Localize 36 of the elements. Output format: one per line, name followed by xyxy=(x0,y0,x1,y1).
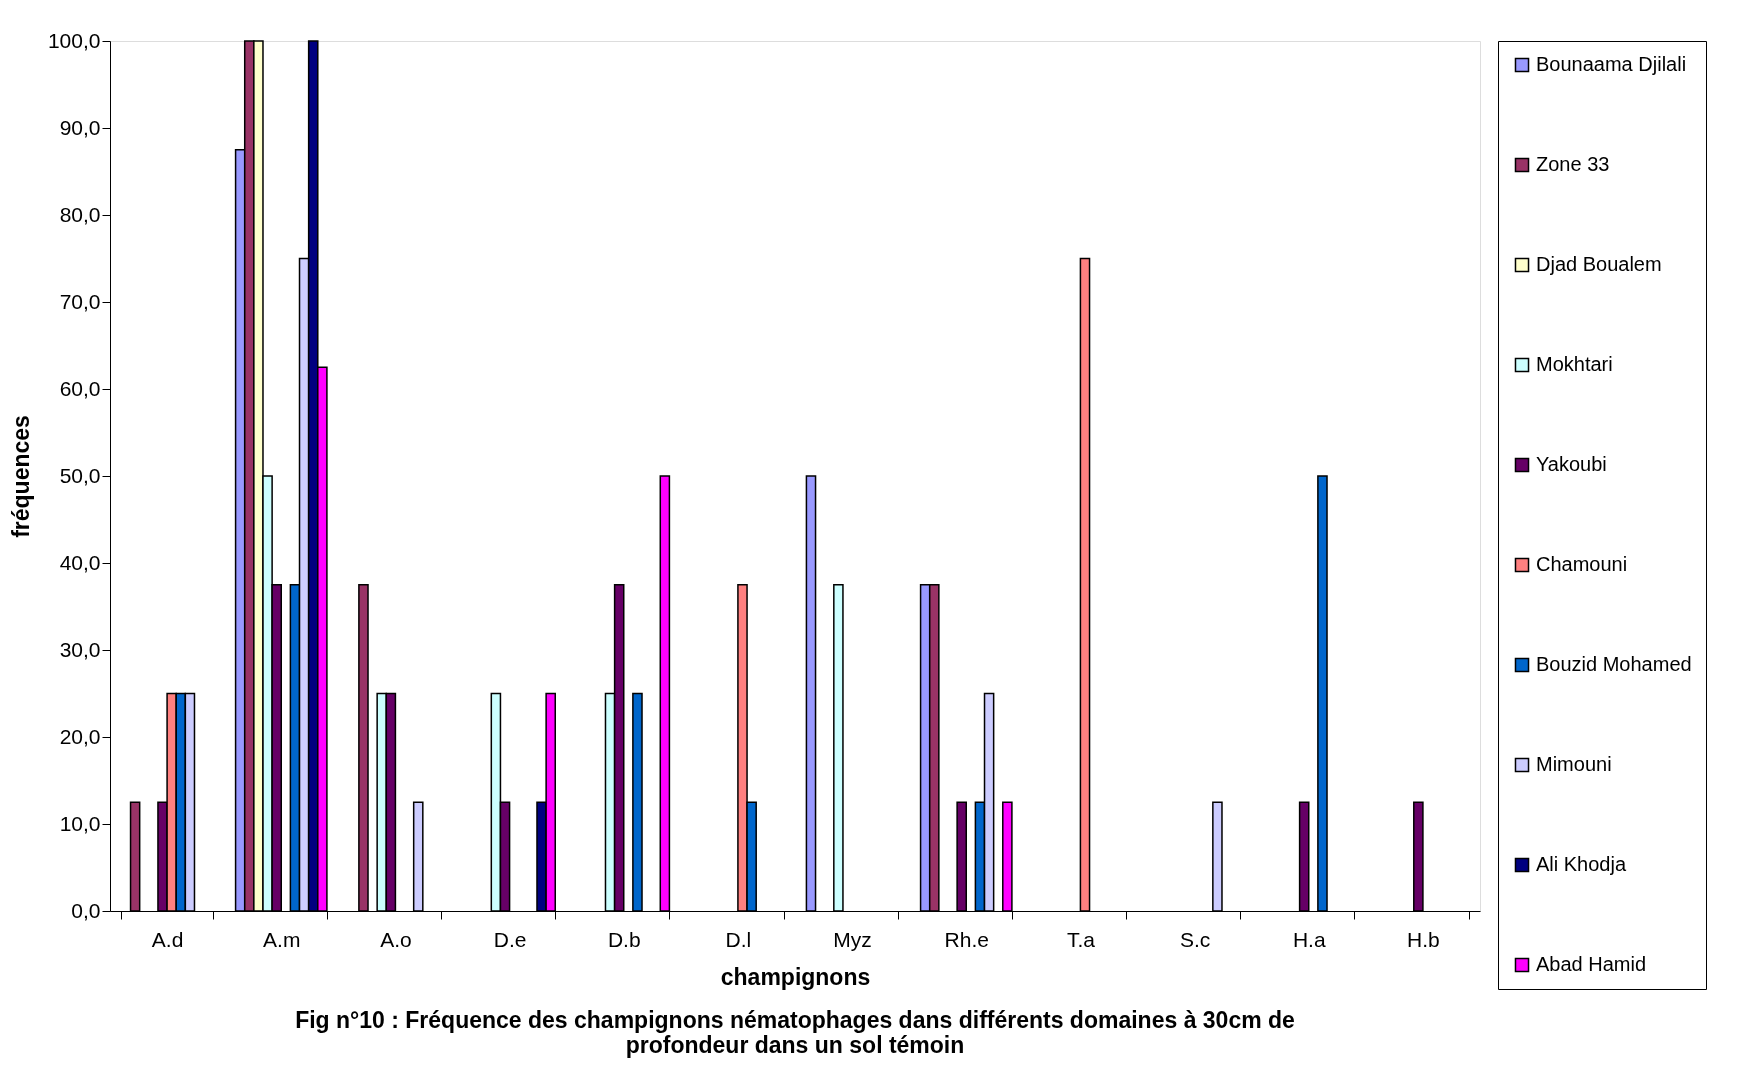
text: Fig n°10 : Fréquence des champignons nématophages dans différents domaines à 30cm de profondeur dans un sol témoin xyxy=(295,1006,1295,1058)
x-axis-title: champignons xyxy=(720,963,871,990)
y-axis-title: fréquences xyxy=(7,415,34,538)
x-tick-label: S.c xyxy=(1179,927,1211,951)
x-tick-label: H.b xyxy=(1407,927,1440,951)
y-tick-label: 50,0 xyxy=(59,463,101,487)
x-tick-label: Rh.e xyxy=(944,927,989,951)
x-tick-label: H.a xyxy=(1292,927,1326,951)
y-tick-label: 70,0 xyxy=(59,289,101,313)
legend-label: Abad Hamid xyxy=(1536,953,1647,975)
legend-label: Mokhtari xyxy=(1536,353,1613,375)
legend-label: Chamouni xyxy=(1536,553,1628,575)
x-tick-label: A.m xyxy=(263,927,301,951)
x-tick-label: Myz xyxy=(833,927,872,951)
y-tick-label: 90,0 xyxy=(59,115,101,139)
y-tick-label: 10,0 xyxy=(59,811,101,835)
legend-label: Bouzid Mohamed xyxy=(1536,653,1692,675)
y-tick-label: 20,0 xyxy=(59,724,101,748)
x-tick-label: T.a xyxy=(1066,927,1096,951)
y-tick-label: 100,0 xyxy=(47,28,101,52)
legend-label: Mimouni xyxy=(1536,753,1612,775)
legend-label: Bounaama Djilali xyxy=(1536,53,1687,75)
y-tick-label: 80,0 xyxy=(59,202,101,226)
x-tick-label: A.o xyxy=(380,927,412,951)
x-tick-label: D.b xyxy=(607,927,641,951)
y-tick-label: 40,0 xyxy=(59,550,101,574)
y-tick-label: 0,0 xyxy=(71,898,101,922)
x-tick-label: A.d xyxy=(151,927,184,951)
legend-label: Ali Khodja xyxy=(1536,853,1627,875)
y-tick-label: 60,0 xyxy=(59,376,101,400)
x-tick-label: D.e xyxy=(493,927,527,951)
legend-label: Zone 33 xyxy=(1536,153,1610,175)
x-tick-label: D.l xyxy=(725,927,752,951)
y-tick-label: 30,0 xyxy=(59,637,101,661)
legend-label: Yakoubi xyxy=(1536,453,1607,475)
legend-label: Djad Boualem xyxy=(1536,253,1662,275)
